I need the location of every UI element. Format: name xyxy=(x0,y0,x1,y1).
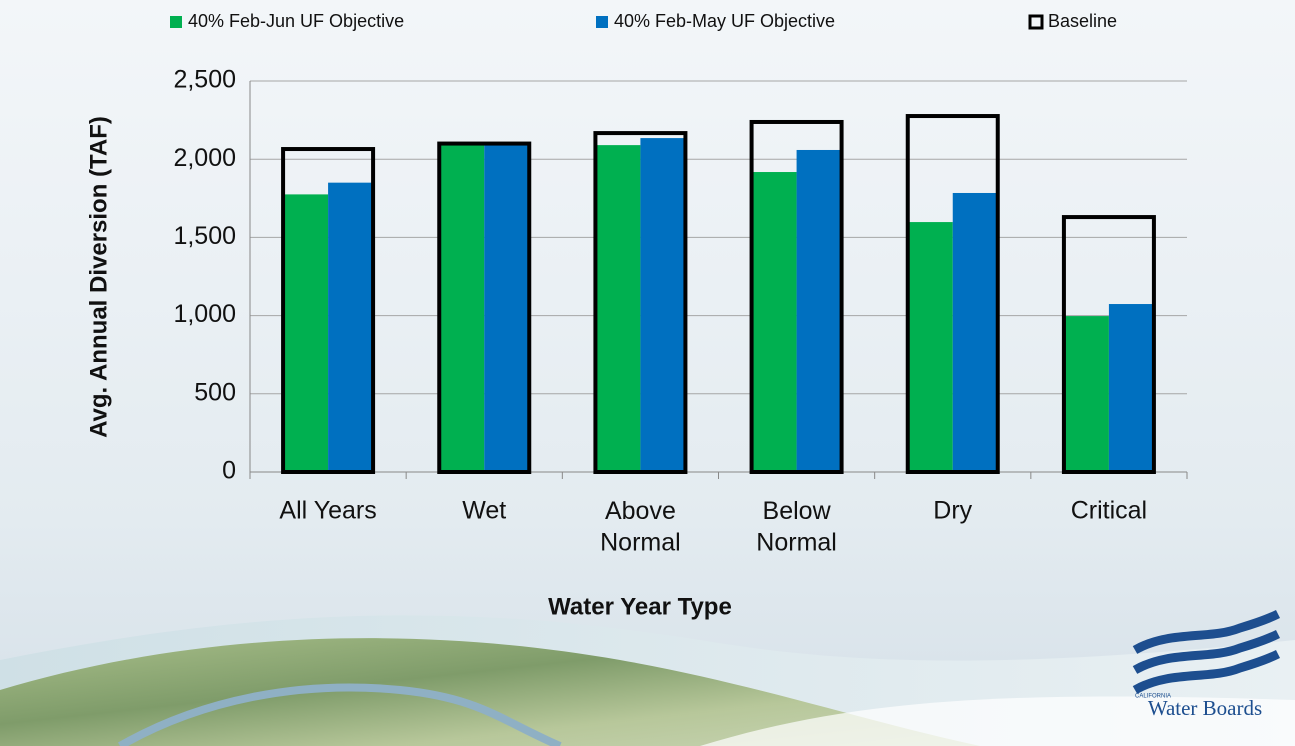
y-axis-title: Avg. Annual Diversion (TAF) xyxy=(85,116,112,438)
bar xyxy=(439,145,485,472)
legend-label: 40% Feb-Jun UF Objective xyxy=(188,11,404,31)
y-tick-label: 0 xyxy=(222,457,236,485)
baseline-bar xyxy=(1061,215,1156,474)
bar xyxy=(283,194,329,472)
baseline-bar xyxy=(281,147,376,474)
baseline-bar xyxy=(749,119,844,474)
logo-state: CALIFORNIA xyxy=(1135,694,1171,700)
bar xyxy=(952,192,998,472)
legend-swatch xyxy=(596,16,608,28)
landscape xyxy=(0,638,980,746)
bar xyxy=(751,172,797,473)
y-tick-label: 2,500 xyxy=(173,66,236,94)
river xyxy=(118,683,562,746)
bar xyxy=(907,222,953,472)
bar xyxy=(796,149,842,472)
y-tick-label: 500 xyxy=(194,378,236,406)
logo: CALIFORNIA Water Boards xyxy=(1132,609,1281,720)
bar xyxy=(328,182,374,472)
logo-wave xyxy=(1132,609,1281,654)
x-tick-label: All Years xyxy=(279,497,376,525)
y-tick-label: 1,500 xyxy=(173,222,236,250)
white-wave xyxy=(700,696,1295,746)
legend-label: 40% Feb-May UF Objective xyxy=(614,11,835,31)
bar xyxy=(640,138,686,472)
logo-wave xyxy=(1132,649,1281,694)
bar xyxy=(595,145,641,472)
x-tick-label: Wet xyxy=(462,497,506,525)
y-tick-label: 1,000 xyxy=(173,300,236,328)
baseline-bar xyxy=(437,141,532,474)
legend-label: Baseline xyxy=(1048,11,1117,31)
legend-swatch xyxy=(170,16,182,28)
x-tick-label: Dry xyxy=(933,497,972,525)
logo-name: Water Boards xyxy=(1148,696,1262,720)
legend-swatch xyxy=(1028,14,1044,30)
x-axis-title: Water Year Type xyxy=(548,593,732,620)
logo-wave xyxy=(1132,629,1281,674)
bar xyxy=(1063,316,1109,472)
baseline-bar xyxy=(905,114,1000,474)
bar xyxy=(484,145,530,472)
x-tick-label: Above Normal xyxy=(600,497,681,556)
x-tick-label: Below Normal xyxy=(756,497,837,556)
bar xyxy=(1108,304,1154,472)
x-tick-label: Critical xyxy=(1071,497,1147,525)
y-tick-label: 2,000 xyxy=(173,144,236,172)
baseline-bar xyxy=(593,131,688,474)
